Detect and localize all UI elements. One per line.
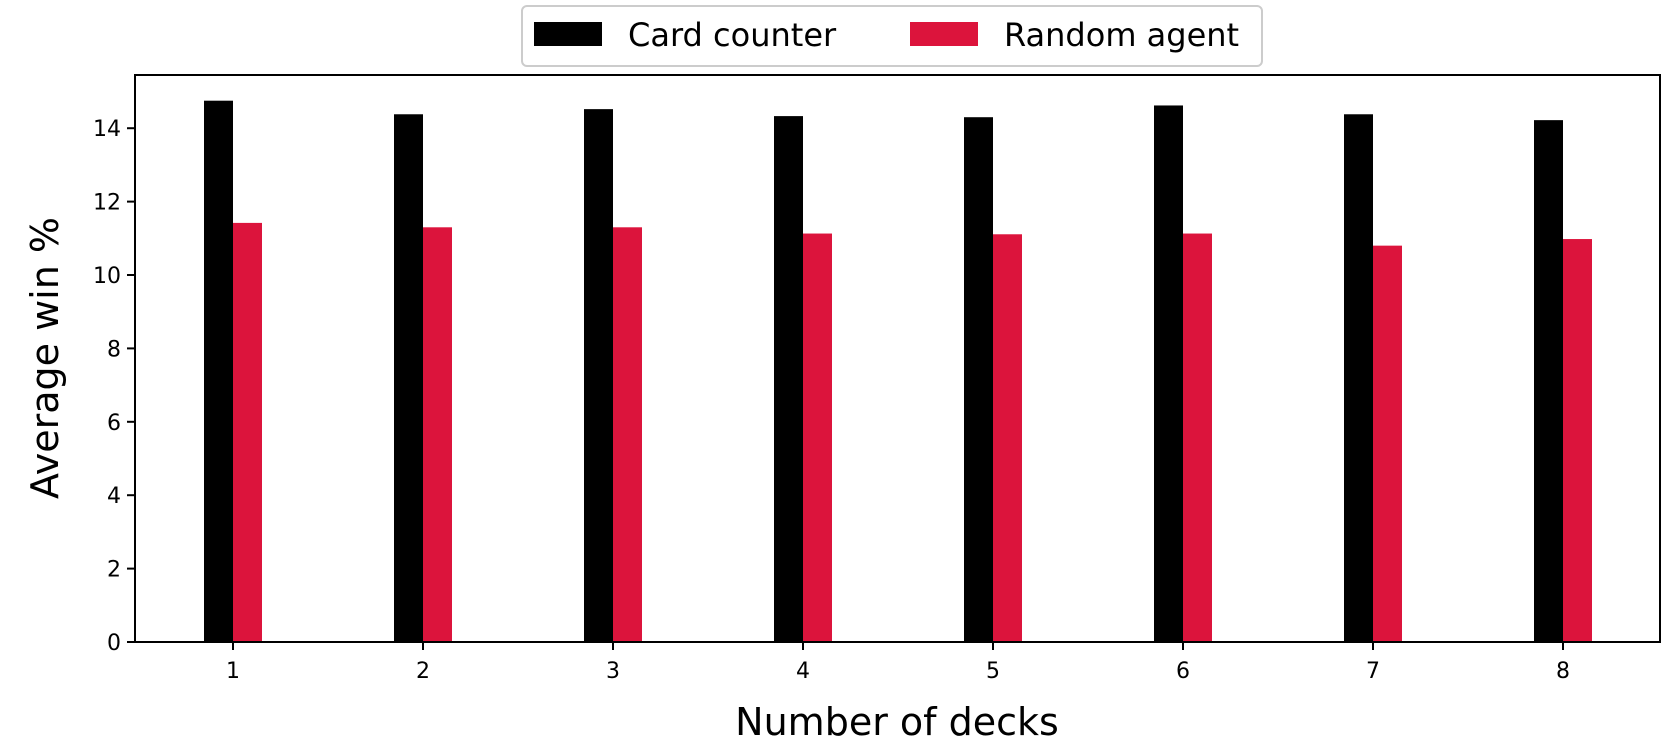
y-tick-label: 4 bbox=[107, 484, 121, 509]
legend-swatch-random-agent bbox=[910, 22, 978, 46]
y-axis-ticks: 0 2 4 6 8 10 12 14 bbox=[93, 117, 135, 656]
bar-random-agent-3 bbox=[613, 227, 642, 642]
x-tick-label: 7 bbox=[1366, 659, 1380, 684]
x-axis-label: Number of decks bbox=[735, 700, 1059, 744]
bars-layer bbox=[204, 100, 1592, 643]
bar-random-agent-4 bbox=[803, 233, 832, 643]
y-tick-label: 0 bbox=[107, 631, 121, 656]
bar-random-agent-5 bbox=[993, 234, 1022, 642]
x-tick-label: 6 bbox=[1176, 659, 1190, 684]
bar-card-counter-5 bbox=[964, 117, 993, 643]
bar-card-counter-2 bbox=[394, 114, 423, 643]
plot-frame bbox=[134, 74, 1661, 643]
x-tick-label: 2 bbox=[416, 659, 430, 684]
bar-card-counter-6 bbox=[1154, 105, 1183, 642]
y-tick-label: 12 bbox=[93, 191, 121, 216]
bar-random-agent-6 bbox=[1183, 233, 1212, 643]
bar-card-counter-8 bbox=[1534, 120, 1563, 642]
bar-random-agent-1 bbox=[233, 222, 262, 642]
y-tick-label: 6 bbox=[107, 411, 121, 436]
y-tick-label: 10 bbox=[93, 264, 121, 289]
y-tick-label: 14 bbox=[93, 117, 121, 142]
y-tick-label: 2 bbox=[107, 558, 121, 583]
bar-random-agent-7 bbox=[1373, 245, 1402, 642]
bar-card-counter-7 bbox=[1344, 114, 1373, 643]
bar-random-agent-8 bbox=[1563, 239, 1592, 642]
bar-random-agent-2 bbox=[423, 227, 452, 642]
x-tick-label: 8 bbox=[1556, 659, 1570, 684]
bar-card-counter-4 bbox=[774, 116, 803, 643]
legend-label-random-agent: Random agent bbox=[1004, 16, 1239, 54]
x-tick-label: 4 bbox=[796, 659, 810, 684]
x-axis-ticks: 1 2 3 4 5 6 7 8 bbox=[226, 642, 1570, 684]
x-tick-label: 1 bbox=[226, 659, 240, 684]
legend-frame bbox=[521, 5, 1263, 67]
bar-card-counter-3 bbox=[584, 109, 613, 642]
legend-swatch-card-counter bbox=[534, 22, 602, 46]
legend: Card counter Random agent bbox=[521, 5, 1263, 67]
x-tick-label: 3 bbox=[606, 659, 620, 684]
x-tick-label: 5 bbox=[986, 659, 1000, 684]
y-tick-label: 8 bbox=[107, 337, 121, 362]
y-axis-label: Average win % bbox=[23, 217, 67, 499]
bar-card-counter-1 bbox=[204, 100, 233, 642]
legend-label-card-counter: Card counter bbox=[628, 16, 837, 54]
